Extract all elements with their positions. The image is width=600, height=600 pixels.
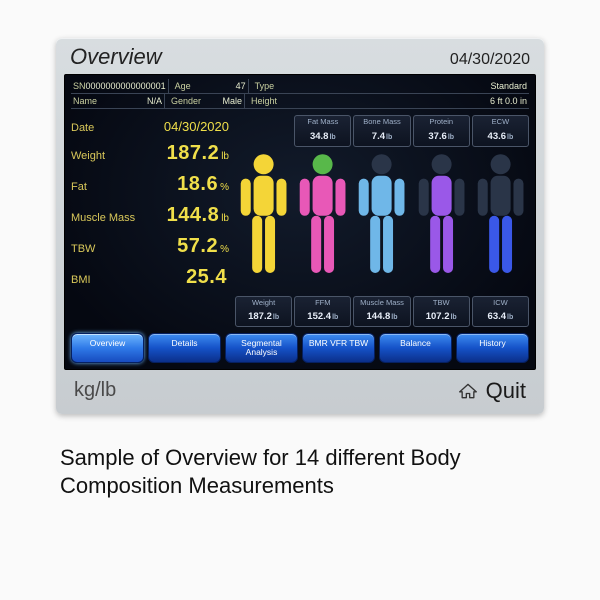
info-row-1: SN0000000000000001 Age 47 Type Standard <box>71 79 529 94</box>
body-icon <box>294 150 351 293</box>
height-label: Height <box>251 96 277 106</box>
metric-label: TBW <box>71 243 95 255</box>
screen-title: Overview <box>70 44 162 70</box>
chip-value: 144.8lb <box>367 311 398 322</box>
chip-label: Weight <box>236 299 291 307</box>
top-chip-row: Fat Mass 34.8lb Bone Mass 7.4lb Protein 37.6l… <box>235 115 529 147</box>
nav-button[interactable]: Balance <box>379 333 452 363</box>
age-label: Age <box>175 81 191 91</box>
metric-row: TBW 57.2% <box>71 231 229 262</box>
metric-value: 25.4 <box>186 266 229 289</box>
nav-buttons: OverviewDetailsSegmental AnalysisBMR VFR… <box>71 333 529 363</box>
data-chip: Bone Mass 7.4lb <box>353 115 410 147</box>
chip-label: ECW <box>473 118 528 126</box>
chip-label: Protein <box>414 118 469 126</box>
body-icon <box>353 150 410 293</box>
gender-label: Gender <box>171 96 201 106</box>
chip-value: 43.6lb <box>488 131 514 142</box>
data-chip: TBW 107.2lb <box>413 296 470 328</box>
metric-label: Date <box>71 122 94 134</box>
chip-value: 34.8lb <box>310 131 336 142</box>
metric-row: Date 04/30/2020 <box>71 115 229 138</box>
nav-button[interactable]: History <box>456 333 529 363</box>
nav-button[interactable]: BMR VFR TBW <box>302 333 375 363</box>
type-value: Standard <box>490 81 527 91</box>
body-icon <box>235 150 292 293</box>
metric-value: 144.8lb <box>167 204 229 227</box>
main-area: Date 04/30/2020 Weight 187.2lb Fat 18.6% Muscl… <box>71 115 529 327</box>
metric-row: BMI 25.4 <box>71 262 229 293</box>
chip-value: 37.6lb <box>428 131 454 142</box>
chip-label: TBW <box>414 299 469 307</box>
visualization-panel: Fat Mass 34.8lb Bone Mass 7.4lb Protein 37.6l… <box>235 115 529 327</box>
screen-date: 04/30/2020 <box>450 51 530 69</box>
data-chip: ICW 63.4lb <box>472 296 529 328</box>
bottom-chip-row: Weight 187.2lb FFM 152.4lb Muscle Mass 144.8l… <box>235 296 529 328</box>
metric-row: Muscle Mass 144.8lb <box>71 200 229 231</box>
type-label: Type <box>255 81 275 91</box>
body-silhouettes <box>235 150 529 293</box>
kg-lb-button[interactable]: kg/lb <box>74 379 116 402</box>
metric-value: 187.2lb <box>167 142 229 165</box>
caption-text: Sample of Overview for 14 different Body… <box>60 444 540 501</box>
device-footer: kg/lb Quit <box>56 370 544 414</box>
body-cell <box>472 150 529 293</box>
chip-value: 7.4lb <box>372 131 392 142</box>
chip-value: 152.4lb <box>307 311 338 322</box>
data-chip: Protein 37.6lb <box>413 115 470 147</box>
chip-label: FFM <box>295 299 350 307</box>
device-frame: Overview 04/30/2020 SN0000000000000001 A… <box>56 38 544 414</box>
metric-row: Weight 187.2lb <box>71 138 229 169</box>
metric-label: Fat <box>71 181 87 193</box>
sn-value: 0000000000000001 <box>86 81 166 91</box>
data-chip: Fat Mass 34.8lb <box>294 115 351 147</box>
chip-label: Muscle Mass <box>354 299 409 307</box>
chip-value: 107.2lb <box>426 311 457 322</box>
body-icon <box>413 150 470 293</box>
titlebar: Overview 04/30/2020 <box>56 38 544 74</box>
body-cell <box>235 150 292 293</box>
age-value: 47 <box>236 81 246 91</box>
chip-label: Fat Mass <box>295 118 350 126</box>
nav-button[interactable]: Segmental Analysis <box>225 333 298 363</box>
body-cell <box>294 150 351 293</box>
data-chip: ECW 43.6lb <box>472 115 529 147</box>
body-cell <box>413 150 470 293</box>
chip-label: ICW <box>473 299 528 307</box>
home-icon <box>458 382 478 400</box>
metric-value: 04/30/2020 <box>164 119 229 134</box>
chip-value: 187.2lb <box>248 311 279 322</box>
name-value: N/A <box>147 96 162 106</box>
metrics-panel: Date 04/30/2020 Weight 187.2lb Fat 18.6% Muscl… <box>71 115 229 327</box>
metric-value: 18.6% <box>177 173 229 196</box>
body-icon <box>472 150 529 293</box>
height-value: 6 ft 0.0 in <box>490 96 527 106</box>
data-chip: Weight 187.2lb <box>235 296 292 328</box>
metric-label: Muscle Mass <box>71 212 135 224</box>
metric-label: Weight <box>71 150 105 162</box>
nav-button[interactable]: Details <box>148 333 221 363</box>
data-chip: Muscle Mass 144.8lb <box>353 296 410 328</box>
name-label: Name <box>73 96 97 106</box>
metric-value: 57.2% <box>177 235 229 258</box>
chip-label: Bone Mass <box>354 118 409 126</box>
quit-button[interactable]: Quit <box>458 378 526 404</box>
metric-row: Fat 18.6% <box>71 169 229 200</box>
nav-button[interactable]: Overview <box>71 333 144 363</box>
lcd-screen: SN0000000000000001 Age 47 Type Standard Na… <box>64 74 536 370</box>
quit-label: Quit <box>486 378 526 404</box>
gender-value: Male <box>222 96 242 106</box>
body-cell <box>353 150 410 293</box>
metric-label: BMI <box>71 274 91 286</box>
chip-value: 63.4lb <box>488 311 514 322</box>
info-row-2: Name N/A Gender Male Height 6 ft 0.0 in <box>71 94 529 109</box>
data-chip: FFM 152.4lb <box>294 296 351 328</box>
sn-label: SN <box>73 81 86 91</box>
